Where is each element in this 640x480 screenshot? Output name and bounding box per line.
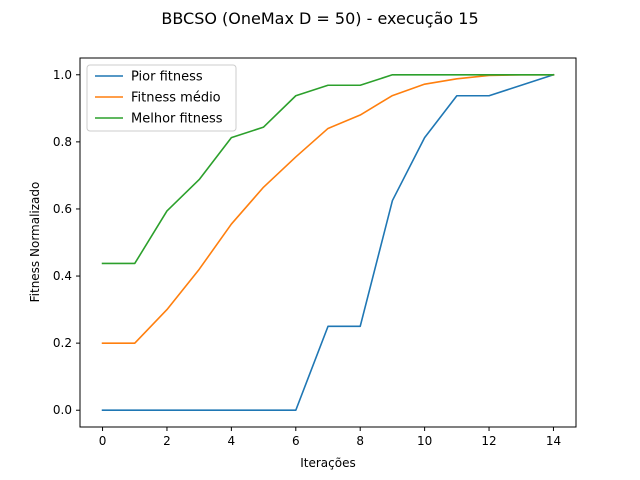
y-tick-label: 0.6	[53, 202, 72, 216]
x-tick-label: 2	[163, 434, 171, 448]
y-tick-label: 0.2	[53, 336, 72, 350]
legend-box	[86, 64, 237, 132]
x-axis-label: Iterações	[300, 456, 356, 470]
x-tick-label: 6	[292, 434, 300, 448]
y-tick-label: 0.0	[53, 403, 72, 417]
series-line-1	[101, 73, 555, 344]
x-tick-label: 10	[417, 434, 432, 448]
chart-title: BBCSO (OneMax D = 50) - execução 15	[161, 9, 478, 28]
legend-label-1: Fitness médio	[131, 91, 221, 106]
plot-frame	[79, 57, 577, 428]
x-tick-label: 4	[228, 434, 236, 448]
x-tick-label: 0	[99, 434, 107, 448]
legend-label-2: Melhor fitness	[131, 112, 223, 127]
legend: Pior fitness Fitness médio Melhor fitness	[86, 64, 237, 132]
y-tick-label: 0.8	[53, 135, 72, 149]
x-tick-label: 14	[546, 434, 561, 448]
series-line-0	[101, 73, 555, 412]
y-axis: 0.0 0.2 0.4 0.6 0.8 1.0	[53, 68, 80, 417]
legend-label-0: Pior fitness	[131, 70, 203, 85]
y-tick-label: 1.0	[53, 68, 72, 82]
x-tick-label: 12	[481, 434, 496, 448]
series-line-2	[101, 73, 555, 265]
x-axis: 0 2 4 6 8 10 12 14	[99, 427, 561, 448]
x-tick-label: 8	[356, 434, 364, 448]
y-axis-label: Fitness Normalizado	[28, 182, 42, 303]
series-layer	[101, 73, 555, 412]
y-tick-label: 0.4	[53, 269, 72, 283]
